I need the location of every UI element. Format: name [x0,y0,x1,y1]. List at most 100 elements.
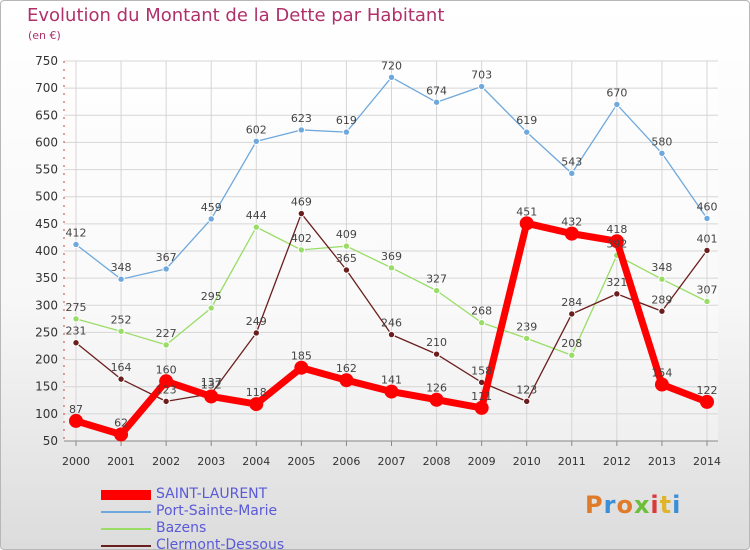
legend-swatch [101,527,151,530]
data-point [700,394,714,409]
data-label: 619 [516,114,537,127]
data-point [252,223,260,231]
x-tick-label: 2003 [197,455,225,468]
data-label: 720 [381,59,402,72]
data-point [477,82,486,91]
data-label: 164 [111,361,132,374]
data-point [568,351,576,359]
data-label: 275 [66,301,87,314]
data-label: 249 [246,315,267,328]
data-point [429,392,444,407]
data-point [613,290,621,298]
data-point [342,242,351,250]
data-label: 158 [471,364,492,377]
data-point [658,275,666,283]
logo-letter: P [585,491,604,519]
data-label: 62 [114,416,128,429]
x-tick-label: 2005 [287,455,315,468]
data-point [703,214,711,223]
x-tick-label: 2014 [693,455,721,468]
data-point [72,240,80,249]
data-label: 412 [66,226,87,239]
data-label: 239 [516,320,537,333]
x-tick-label: 2004 [242,455,270,468]
y-tick-label: 200 [35,353,58,367]
data-label: 284 [561,296,582,309]
x-tick-label: 2000 [62,455,90,468]
y-tick-label: 100 [35,407,58,421]
data-point [474,400,489,415]
data-label: 432 [561,216,582,229]
data-point [117,375,125,383]
data-label: 231 [66,325,87,338]
data-label: 227 [156,327,177,340]
data-label: 401 [697,232,718,245]
data-label: 367 [156,251,177,264]
data-label: 122 [697,384,718,397]
data-point [339,373,354,388]
x-tick-label: 2006 [332,455,360,468]
y-tick-label: 400 [35,244,58,258]
logo-letter: i [650,491,660,519]
data-label: 252 [111,313,132,326]
data-point [294,360,309,375]
data-label: 418 [606,223,627,236]
data-label: 580 [651,135,672,148]
data-label: 348 [651,261,672,274]
data-point [523,128,531,136]
data-label: 295 [201,290,222,303]
data-point [432,98,441,106]
y-tick-label: 700 [35,81,58,95]
data-point [523,397,531,406]
y-tick-label: 650 [35,108,58,122]
data-point [477,318,486,327]
data-point [72,315,80,323]
y-tick-label: 500 [35,190,58,204]
data-label: 409 [336,228,357,241]
data-label: 460 [697,200,718,213]
data-point [564,226,579,241]
data-point [384,384,399,399]
x-tick-label: 2007 [378,455,406,468]
legend-label: Clermont-Dessous [156,537,285,550]
data-point [297,246,306,254]
data-label: 160 [156,363,177,376]
data-label: 451 [516,205,537,218]
data-point [519,216,534,231]
data-point [613,100,621,109]
x-tick-label: 2013 [648,455,676,468]
data-label: 118 [246,386,267,399]
y-tick-label: 50 [43,434,58,448]
data-label: 327 [426,273,447,286]
logo-letter: o [616,491,634,519]
data-label: 123 [516,383,537,396]
data-point [342,128,351,136]
data-point [387,73,396,81]
data-point [249,397,264,412]
logo-letter: i [672,491,682,519]
data-point [568,310,576,318]
x-tick-label: 2012 [603,455,631,468]
data-point [159,374,174,389]
data-point [162,397,170,406]
data-point [114,427,129,442]
data-label: 392 [606,237,627,250]
data-point [387,330,396,339]
legend-swatch [101,510,151,513]
data-label: 111 [471,390,492,403]
data-point [658,307,666,315]
data-label: 289 [651,293,672,306]
data-point [252,329,260,337]
legend-label: Port-Sainte-Marie [156,503,278,519]
proxiti-logo: Proxiti [585,491,681,519]
data-point [297,126,306,134]
data-label: 307 [697,283,718,296]
data-label: 123 [156,383,177,396]
y-tick-label: 750 [35,54,58,68]
data-point [654,377,669,392]
y-tick-label: 600 [35,135,58,149]
logo-letter: x [633,491,651,519]
chart-title: Evolution du Montant de la Dette par Hab… [27,5,445,26]
data-label: 459 [201,201,222,214]
